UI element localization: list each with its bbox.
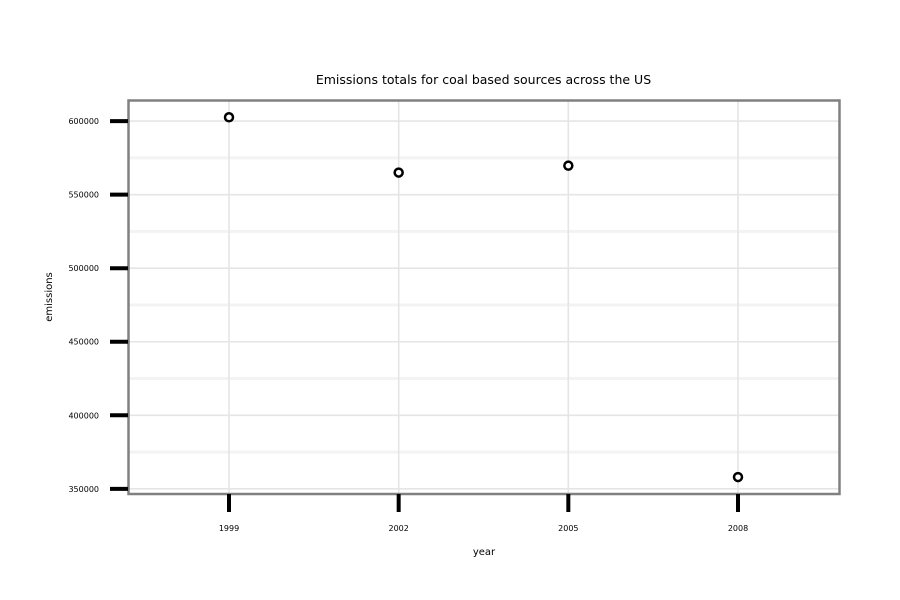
plot-frame [127, 99, 841, 496]
y-axis-label: emissions [44, 272, 55, 322]
y-tick-label: 600000 [68, 117, 99, 126]
data-points [223, 112, 744, 483]
x-axis-ticks: 1999 2002 2005 2008 [219, 494, 748, 533]
y-axis-ticks: 350000 400000 450000 500000 550000 600000 [68, 117, 128, 494]
chart-title: Emissions totals for coal based sources … [316, 72, 651, 87]
x-tick-label: 2005 [558, 524, 578, 533]
y-tick-label: 450000 [68, 338, 99, 347]
y-tick-label: 500000 [68, 264, 99, 273]
data-point [563, 160, 574, 171]
major-grid [128, 100, 840, 494]
x-tick-label: 1999 [219, 524, 239, 533]
data-point [732, 471, 744, 483]
y-tick-label: 400000 [68, 411, 99, 420]
data-point [223, 112, 235, 123]
x-tick-label: 2002 [388, 524, 408, 533]
x-axis-label: year [473, 547, 496, 558]
y-tick-label: 550000 [68, 191, 99, 200]
minor-grid [128, 156, 840, 454]
y-tick-label: 350000 [68, 485, 99, 494]
x-tick-label: 2008 [728, 524, 748, 533]
data-point [393, 167, 404, 178]
